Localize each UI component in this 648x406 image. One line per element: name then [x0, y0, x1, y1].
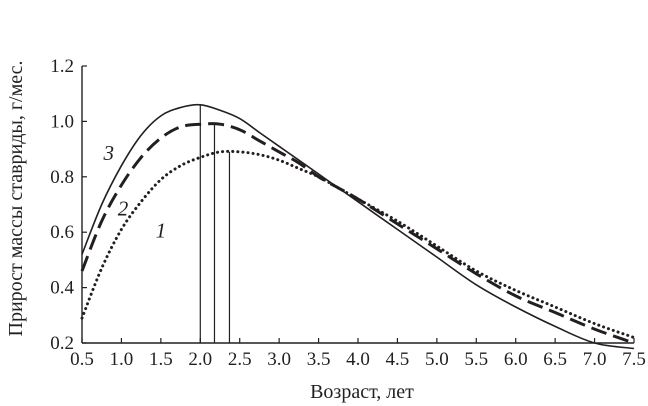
y-tick-label: 0.8 [50, 167, 74, 188]
series-label-1: 1 [156, 219, 167, 243]
x-axis-title: Возраст, лет [310, 381, 414, 403]
series-label-3: 3 [103, 141, 115, 165]
peak-markers [199, 104, 231, 343]
x-tick-label: 4.0 [346, 349, 370, 370]
series-labels: 1 2 3 [103, 141, 167, 243]
ticks: 0.5 1.0 1.5 2.0 2.5 3.0 3.5 4.0 4.5 5.0 5.5 6.0 6.5 7… [50, 56, 646, 370]
series-line-2 [80, 122, 635, 345]
series-line-3 [81, 103, 635, 350]
x-tick-label: 6.0 [504, 349, 528, 370]
series-label-2: 2 [118, 197, 129, 221]
y-axis-title: Прирост массы ставриды, г/мес. [5, 60, 27, 336]
y-tick-label: 1.2 [50, 56, 74, 77]
x-tick-label: 3.0 [267, 349, 291, 370]
x-tick-label: 0.5 [70, 349, 94, 370]
x-tick-label: 5.0 [425, 349, 449, 370]
y-tick-label: 0.4 [50, 278, 74, 299]
y-tick-label: 0.6 [50, 222, 74, 243]
x-tick-label: 2.0 [188, 349, 212, 370]
series-line-1 [80, 149, 636, 339]
x-tick-label: 4.5 [386, 349, 410, 370]
x-tick-label: 1.5 [149, 349, 173, 370]
x-tick-label: 7.5 [622, 349, 646, 370]
x-tick-label: 7.0 [583, 349, 607, 370]
x-tick-label: 2.5 [228, 349, 252, 370]
x-tick-label: 5.5 [464, 349, 488, 370]
y-tick-label: 0.2 [50, 333, 74, 354]
x-tick-label: 3.5 [307, 349, 331, 370]
x-tick-label: 1.0 [110, 349, 134, 370]
x-tick-label: 6.5 [543, 349, 567, 370]
series-lines [80, 103, 636, 350]
y-tick-label: 1.0 [50, 111, 74, 132]
axes [81, 66, 634, 344]
